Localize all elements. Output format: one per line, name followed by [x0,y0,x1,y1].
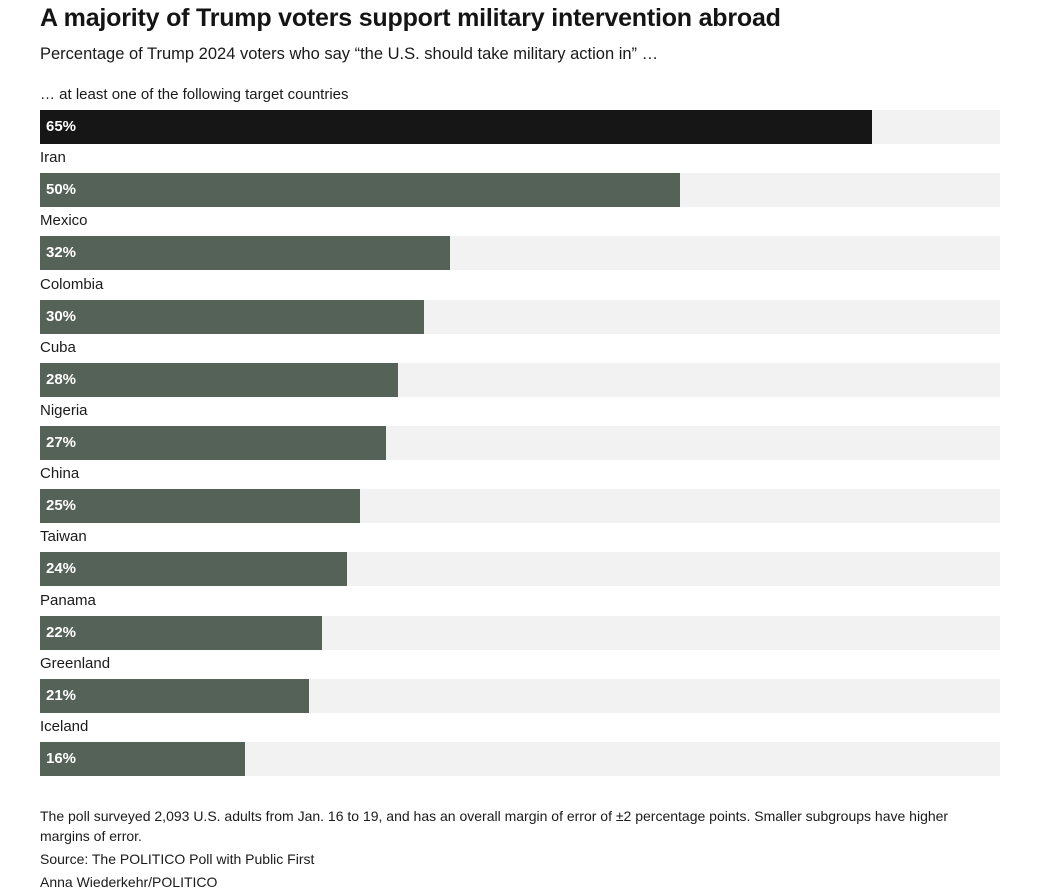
bar-value-label: 28% [46,370,77,388]
bar: 50% [40,173,680,208]
category-label: Mexico [40,212,88,230]
bar: 30% [40,299,424,334]
bar: 21% [40,678,309,713]
methodology-note: The poll surveyed 2,093 U.S. adults from… [40,808,949,844]
bar-track: 22% [40,615,1000,650]
chart-row: Iran 50% [40,147,1000,210]
bar-track: 28% [40,362,1000,397]
category-label: Panama [40,591,96,609]
chart-row: Iceland 16% [40,716,1000,779]
category-label: Iran [40,149,66,167]
bar-value-label: 24% [46,560,77,578]
bar-track: 27% [40,425,1000,460]
bar-track: 65% [40,110,1000,144]
category-label: Nigeria [40,401,88,419]
chart-row: Cuba 28% [40,337,1000,400]
bar-value-label: 65% [46,118,77,135]
bar: 28% [40,362,399,397]
chart-row: China 25% [40,463,1000,526]
bar-track: 32% [40,236,1000,271]
bar: 22% [40,615,322,650]
chart-row: … at least one of the following target c… [40,84,1000,147]
bar-value-label: 16% [46,749,77,767]
chart-subtitle: Percentage of Trump 2024 voters who say … [40,45,659,63]
bar-value-label: 32% [46,244,77,262]
chart-title: A majority of Trump voters support milit… [40,4,781,32]
chart-row: Mexico 32% [40,210,1000,273]
bar-track: 16% [40,741,1000,776]
bar-value-label: 50% [46,181,77,199]
bar: 27% [40,425,386,460]
bar-value-label: 30% [46,307,77,325]
bar-track: 25% [40,489,1000,524]
chart-footer: The poll surveyed 2,093 U.S. adults from… [40,806,1000,895]
category-label: Taiwan [40,528,87,546]
bar: 65% [40,110,872,144]
bar: 24% [40,552,348,587]
bar-track: 30% [40,299,1000,334]
bar-track: 50% [40,173,1000,208]
bar-value-label: 25% [46,497,77,515]
chart-row: Panama 22% [40,590,1000,653]
bar-chart: … at least one of the following target c… [40,84,1000,779]
bar-value-label: 21% [46,686,77,704]
chart-row: Greenland 21% [40,653,1000,716]
bar-track: 24% [40,552,1000,587]
chart-row: Taiwan 24% [40,526,1000,589]
bar: 32% [40,236,450,271]
chart-row: Colombia 30% [40,274,1000,337]
category-label: Greenland [40,654,111,672]
category-label: Cuba [40,338,76,356]
category-label: … at least one of the following target c… [40,86,349,103]
credit-line: Anna Wiederkehr/POLITICO [40,874,218,890]
category-label: China [40,465,80,483]
bar-value-label: 27% [46,433,77,451]
bar: 16% [40,741,245,776]
chart-row: Nigeria 27% [40,400,1000,463]
category-label: Iceland [40,717,89,735]
bar-value-label: 22% [46,623,77,641]
bar: 25% [40,489,360,524]
category-label: Colombia [40,275,104,293]
bar-track: 21% [40,678,1000,713]
source-line: Source: The POLITICO Poll with Public Fi… [40,851,315,867]
